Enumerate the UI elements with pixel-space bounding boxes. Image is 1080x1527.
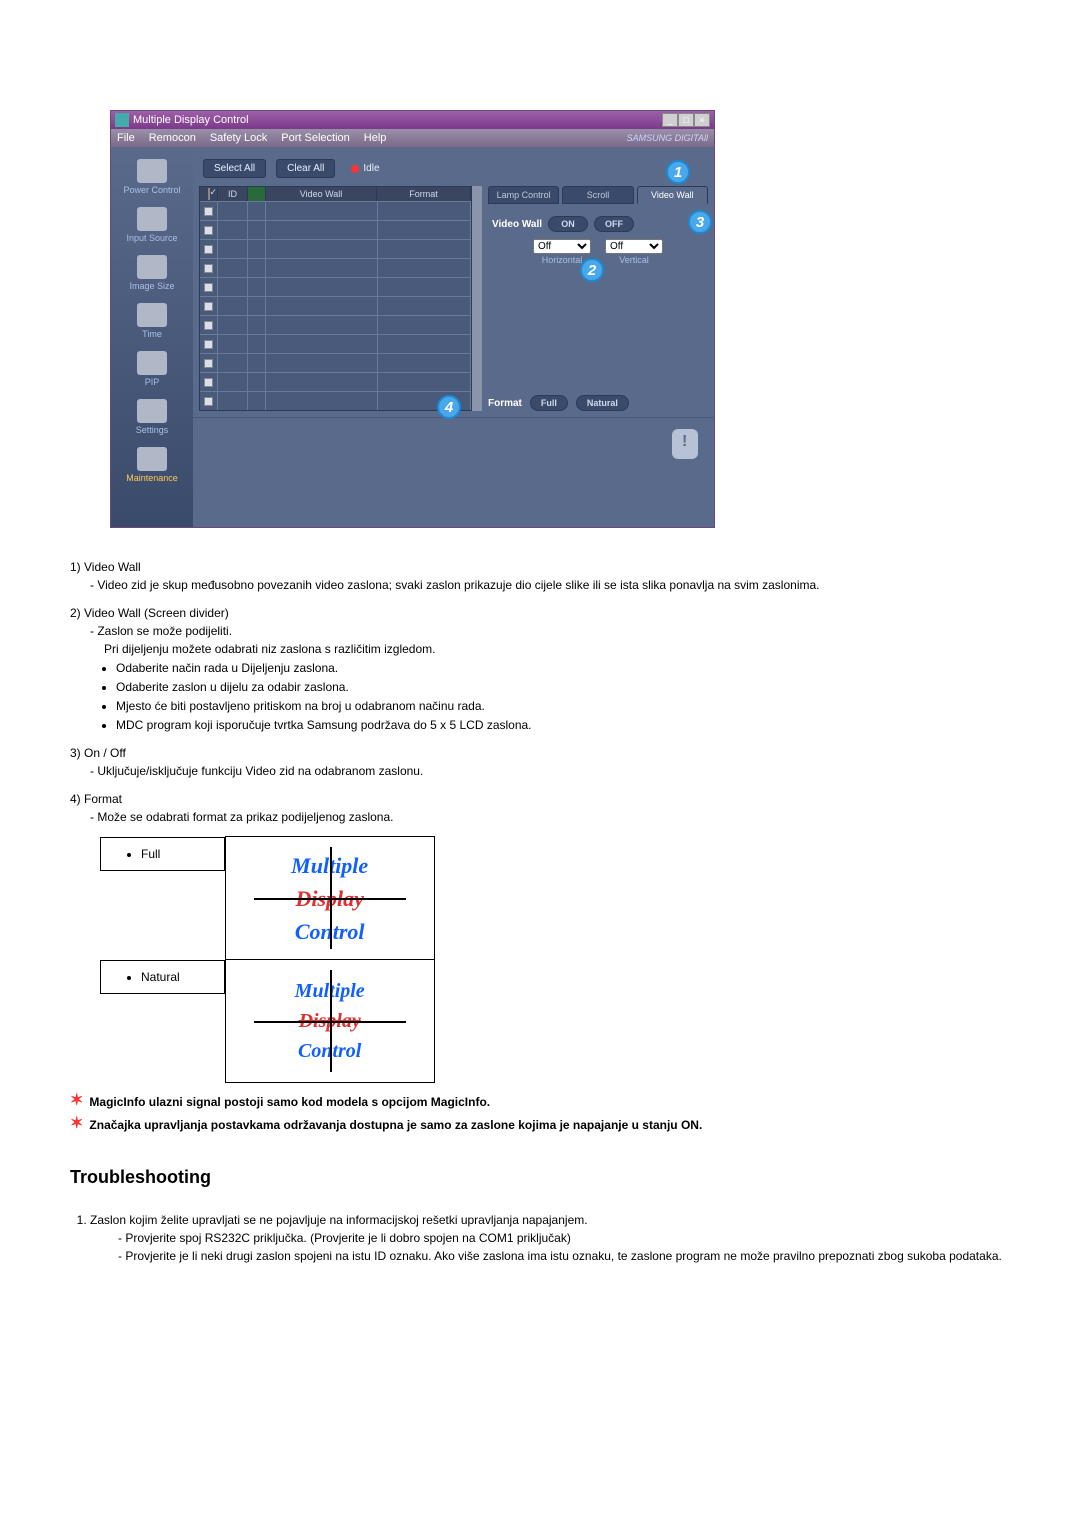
- videowall-off-button[interactable]: OFF: [594, 216, 634, 232]
- videowall-label: Video Wall: [492, 219, 542, 230]
- maximize-button[interactable]: □: [678, 113, 694, 127]
- scrollbar[interactable]: [472, 186, 482, 411]
- footer: [193, 417, 714, 469]
- col-id: ID: [218, 187, 248, 201]
- table-row[interactable]: [200, 353, 471, 372]
- table-row[interactable]: [200, 277, 471, 296]
- callout-1: 1: [666, 160, 690, 184]
- star-icon: ✶: [70, 1093, 83, 1111]
- power-icon: [137, 159, 167, 183]
- menu-safety-lock[interactable]: Safety Lock: [210, 132, 267, 144]
- videowall-on-button[interactable]: ON: [548, 216, 588, 232]
- horizontal-select[interactable]: Off: [533, 239, 591, 254]
- table-row[interactable]: [200, 391, 471, 410]
- select-all-button[interactable]: Select All: [203, 159, 266, 178]
- header-checkbox[interactable]: ✓: [208, 188, 210, 200]
- format-natural-button[interactable]: Natural: [576, 395, 629, 411]
- row-checkbox[interactable]: [204, 283, 213, 292]
- sidebar-item-settings[interactable]: Settings: [113, 395, 191, 439]
- alert-icon: [672, 429, 698, 459]
- table-row[interactable]: [200, 334, 471, 353]
- col-format: Format: [377, 187, 471, 201]
- callout-2: 2: [580, 258, 604, 282]
- pip-icon: [137, 351, 167, 375]
- image-size-icon: [137, 255, 167, 279]
- toolbar: Select All Clear All Idle: [193, 147, 714, 186]
- row-checkbox[interactable]: [204, 359, 213, 368]
- vertical-select[interactable]: Off: [605, 239, 663, 254]
- table-row[interactable]: [200, 315, 471, 334]
- sidebar-item-pip[interactable]: PIP: [113, 347, 191, 391]
- format-label: Format: [488, 398, 522, 409]
- callout-3: 3: [688, 210, 712, 234]
- table-row[interactable]: [200, 239, 471, 258]
- maintenance-icon: [137, 447, 167, 471]
- col-videowall: Video Wall: [266, 187, 377, 201]
- star-icon: ✶: [70, 1116, 83, 1134]
- format-full-diagram: Multiple Display Control: [250, 843, 410, 953]
- documentation: 1) Video Wall - Video zid je skup međuso…: [70, 558, 1010, 1265]
- app-icon: [115, 113, 129, 127]
- table-row[interactable]: [200, 220, 471, 239]
- row-checkbox[interactable]: [204, 245, 213, 254]
- time-icon: [137, 303, 167, 327]
- sidebar-item-input[interactable]: Input Source: [113, 203, 191, 247]
- format-table: Full Multiple Display Control Natural Mu…: [100, 836, 435, 1083]
- close-button[interactable]: ×: [694, 113, 710, 127]
- row-checkbox[interactable]: [204, 302, 213, 311]
- sidebar-item-time[interactable]: Time: [113, 299, 191, 343]
- row-checkbox[interactable]: [204, 226, 213, 235]
- col-status-icon: [248, 187, 266, 201]
- minimize-button[interactable]: _: [662, 113, 678, 127]
- format-natural-diagram: Multiple Display Control: [250, 966, 410, 1076]
- row-checkbox[interactable]: [204, 321, 213, 330]
- table-row[interactable]: [200, 372, 471, 391]
- menu-file[interactable]: File: [117, 132, 135, 144]
- window-title: Multiple Display Control: [133, 114, 249, 126]
- menubar: File Remocon Safety Lock Port Selection …: [111, 129, 714, 147]
- right-panel: 1 Lamp Control Scroll Video Wall Video W…: [488, 186, 708, 411]
- callout-4: 4: [437, 395, 461, 419]
- row-checkbox[interactable]: [204, 378, 213, 387]
- main-area: Select All Clear All Idle ✓ ID Video Wal…: [193, 147, 714, 527]
- sidebar-item-power[interactable]: Power Control: [113, 155, 191, 199]
- display-grid: ✓ ID Video Wall Format: [199, 186, 472, 411]
- row-checkbox[interactable]: [204, 264, 213, 273]
- table-row[interactable]: [200, 296, 471, 315]
- menu-port-selection[interactable]: Port Selection: [281, 132, 349, 144]
- format-full-button[interactable]: Full: [530, 395, 568, 411]
- clear-all-button[interactable]: Clear All: [276, 159, 335, 178]
- vertical-label: Vertical: [605, 255, 663, 265]
- sidebar-item-image-size[interactable]: Image Size: [113, 251, 191, 295]
- troubleshooting-heading: Troubleshooting: [70, 1164, 1010, 1191]
- sidebar-item-maintenance[interactable]: Maintenance: [113, 443, 191, 487]
- menu-remocon[interactable]: Remocon: [149, 132, 196, 144]
- note-2: ✶Značajka upravljanja postavkama održava…: [70, 1116, 1010, 1134]
- idle-indicator: Idle: [351, 163, 379, 174]
- tab-lamp-control[interactable]: Lamp Control: [488, 186, 559, 204]
- input-icon: [137, 207, 167, 231]
- row-checkbox[interactable]: [204, 207, 213, 216]
- idle-dot-icon: [351, 165, 359, 173]
- mdc-window: Multiple Display Control _ □ × File Remo…: [110, 110, 715, 528]
- tab-scroll[interactable]: Scroll: [562, 186, 633, 204]
- row-checkbox[interactable]: [204, 340, 213, 349]
- menu-help[interactable]: Help: [364, 132, 387, 144]
- settings-icon: [137, 399, 167, 423]
- brand-label: SAMSUNG DIGITAll: [627, 133, 708, 143]
- table-row[interactable]: [200, 258, 471, 277]
- tab-video-wall[interactable]: Video Wall: [637, 186, 708, 204]
- row-checkbox[interactable]: [204, 397, 213, 406]
- titlebar: Multiple Display Control _ □ ×: [111, 111, 714, 129]
- sidebar: Power Control Input Source Image Size Ti…: [111, 147, 193, 527]
- table-row[interactable]: [200, 201, 471, 220]
- note-1: ✶MagicInfo ulazni signal postoji samo ko…: [70, 1093, 1010, 1111]
